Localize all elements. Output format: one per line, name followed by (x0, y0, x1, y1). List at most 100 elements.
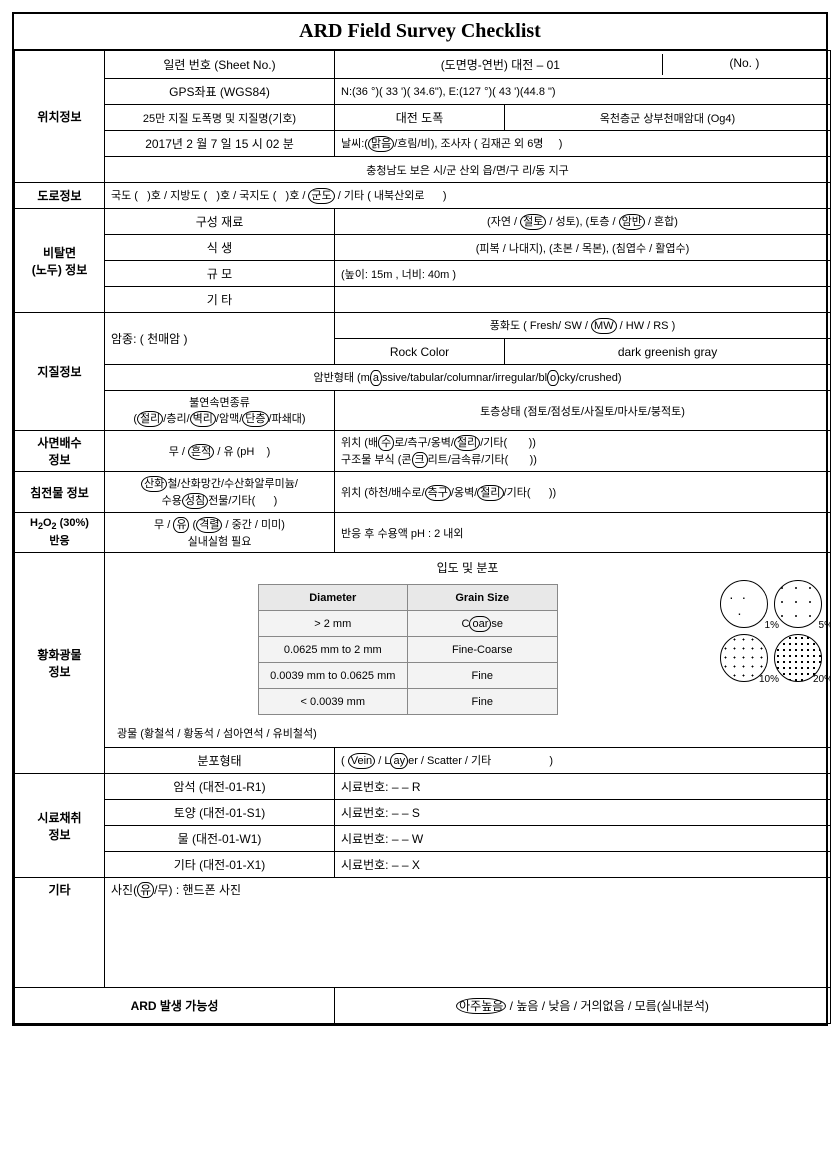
precip-left: 산화철/산화망간/수산화알루미늄/ 수용성침전물/기타( ) (105, 472, 335, 513)
sulfide-block: 입도 및 분포 Diameter Grain Size > 2 mm Coars… (105, 553, 831, 748)
slope-mat-value: (자연 / 절토 / 성토), (토층 / 암반 / 혼합) (335, 209, 831, 235)
sheetno-value: (도면명-연번) 대전 – 01 (No. ) (335, 51, 831, 79)
grain-r2c1: Fine (408, 663, 558, 689)
discontinuity: 불연속면종류 (절리/층리/벽리/암맥/단층/파쇄대) (105, 391, 335, 431)
sample-row-etc-l: 기타 (대전-01-X1) (105, 852, 335, 878)
soil-state: 토층상태 (점토/점성토/사질토/마사토/붕적토) (335, 391, 831, 431)
label-geo: 지질정보 (15, 313, 105, 431)
sol-circled: 성침 (182, 493, 208, 509)
precip-loc2-circled: 절리 (477, 485, 503, 501)
fault-circled: 단층 (242, 411, 268, 427)
label-road: 도로정보 (15, 183, 105, 209)
density-20pct-icon: 20% (774, 634, 822, 682)
weathering: 풍화도 ( Fresh/ SW / MW / HW / RS ) (335, 313, 831, 339)
density-5pct-icon: 5% (774, 580, 822, 628)
layer-circled: ay (390, 753, 408, 769)
slope-veg-label: 식 생 (105, 235, 335, 261)
address: 충청남도 보은 시/군 산외 읍/면/구 리/동 지구 (105, 157, 831, 183)
vein-circled: Vein (348, 753, 375, 769)
label-h2o2: H2O2 (30%) 반응 (15, 513, 105, 553)
sulfide-minerals: 광물 (황철석 / 황동석 / 섬아연석 / 유비철석) (111, 725, 824, 741)
grain-r2c0: 0.0039 mm to 0.0625 mm (258, 663, 408, 689)
density-10pct-icon: 10% (720, 634, 768, 682)
precip-loc1-circled: 측구 (425, 485, 451, 501)
rockcolor-value: dark greenish gray (505, 339, 831, 365)
grain-r3c1: Fine (408, 689, 558, 715)
grain-r3c0: < 0.0039 mm (258, 689, 408, 715)
label-sulfide: 황화광물 정보 (15, 553, 105, 774)
gps-label: GPS좌표 (WGS84) (105, 79, 335, 105)
sample-row-soil-r: 시료번호: – – S (335, 800, 831, 826)
map-label: (도면명-연번) 대전 – 01 (339, 54, 663, 75)
geomap-unit: 옥천층군 상부천매암대 (Og4) (505, 105, 831, 131)
sample-row-soil-l: 토양 (대전-01-S1) (105, 800, 335, 826)
slope-size-value: (높이: 15m , 너비: 40m ) (335, 261, 831, 287)
label-etc: 기타 (15, 878, 105, 988)
photo-yes-circled: 유 (137, 882, 154, 898)
grain-header-size: Grain Size (408, 585, 558, 611)
gps-value: N:(36 °)( 33 ')( 34.6"), E:(127 °)( 43 '… (335, 79, 831, 105)
feox-circled: 산화 (141, 476, 167, 492)
checklist-sheet: ARD Field Survey Checklist 위치정보 일련 번호 (S… (12, 12, 828, 1026)
joint-circled: 절리 (137, 411, 163, 427)
blocky-circled: o (547, 370, 559, 386)
dist-value: ( Vein / Layer / Scatter / 기타 ) (335, 748, 831, 774)
dist-label: 분포형태 (105, 748, 335, 774)
geomap-label: 25만 지질 도폭명 및 지질명(기호) (105, 105, 335, 131)
density-1pct-icon: 1% (720, 580, 768, 628)
massive-circled: a (370, 370, 382, 386)
cut-circled: 절토 (520, 214, 546, 230)
sample-row-etc-r: 시료번호: – – X (335, 852, 831, 878)
rock-circled: 암반 (619, 214, 645, 230)
grain-r0c0: > 2 mm (258, 611, 408, 637)
form-title: ARD Field Survey Checklist (14, 14, 826, 50)
label-loc: 위치정보 (15, 51, 105, 183)
weather-surveyor: 날씨:(맑음/흐림/비), 조사자 ( 김재곤 외 6명 ) (335, 131, 831, 157)
label-precip: 침전물 정보 (15, 472, 105, 513)
slope-size-label: 규 모 (105, 261, 335, 287)
mw-circled: MW (591, 318, 617, 334)
label-sample: 시료채취 정보 (15, 774, 105, 878)
label-ard: ARD 발생 가능성 (15, 988, 335, 1024)
slope-etc-label: 기 타 (105, 287, 335, 313)
no-label: (No. ) (663, 54, 826, 75)
vigorous-circled: 격렬 (196, 517, 222, 533)
drain-loc1-circled: 수 (378, 435, 394, 451)
geomap-name: 대전 도폭 (335, 105, 505, 131)
grain-r0c1: Coarse (408, 611, 558, 637)
grain-r1c0: 0.0625 mm to 2 mm (258, 637, 408, 663)
checklist-table: 위치정보 일련 번호 (Sheet No.) (도면명-연번) 대전 – 01 … (14, 50, 831, 1024)
trace-circled: 흔적 (188, 444, 214, 460)
cleavage-circled: 벽리 (190, 411, 216, 427)
grain-r1c1: Fine-Coarse (408, 637, 558, 663)
precip-right: 위치 (하천/배수로/측구/옹벽/절리/기타( )) (335, 472, 831, 513)
ard-very-high-circled: 아주높음 (456, 998, 506, 1014)
grain-size-table: Diameter Grain Size > 2 mm Coarse 0.0625… (258, 584, 558, 715)
rocktype: 암종: ( 천매암 ) (105, 313, 335, 365)
drain-loc2-circled: 절리 (454, 435, 480, 451)
drain-right: 위치 (배수로/측구/옹벽/절리/기타( )) 구조물 부식 (콘크리트/금속류… (335, 431, 831, 472)
weather-sunny-circled: 맑음 (368, 136, 394, 152)
slope-mat-label: 구성 재료 (105, 209, 335, 235)
label-slope: 비탈면 (노두) 정보 (15, 209, 105, 313)
h2o2-left: 무 / 유 (격렬 / 중간 / 미미) 실내실험 필요 (105, 513, 335, 553)
sample-row-rock-r: 시료번호: – – R (335, 774, 831, 800)
sample-row-water-l: 물 (대전-01-W1) (105, 826, 335, 852)
road-value: 국도 ( )호 / 지방도 ( )호 / 국지도 ( )호 / 군도 / 기타 … (105, 183, 831, 209)
etc-value: 사진(유/무) : 핸드폰 사진 (105, 878, 831, 988)
sheetno-label: 일련 번호 (Sheet No.) (105, 51, 335, 79)
slope-etc-value (335, 287, 831, 313)
ard-value: 아주높음 / 높음 / 낮음 / 거의없음 / 모름(실내분석) (335, 988, 831, 1024)
h2o2-right: 반응 후 수용액 pH : 2 내외 (335, 513, 831, 553)
grain-header-diameter: Diameter (258, 585, 408, 611)
sample-row-rock-l: 암석 (대전-01-R1) (105, 774, 335, 800)
rockform: 암반형태 (massive/tabular/columnar/irregular… (105, 365, 831, 391)
road-gundo-circled: 군도 (308, 188, 334, 204)
slope-veg-value: (피복 / 나대지), (초본 / 목본), (침엽수 / 활엽수) (335, 235, 831, 261)
corr-circled: 크 (412, 452, 428, 468)
sample-row-water-r: 시료번호: – – W (335, 826, 831, 852)
datetime: 2017년 2 월 7 일 15 시 02 분 (105, 131, 335, 157)
drain-left: 무 / 흔적 / 유 (pH ) (105, 431, 335, 472)
label-drain: 사면배수 정보 (15, 431, 105, 472)
h2o2-yes-circled: 유 (173, 517, 189, 533)
